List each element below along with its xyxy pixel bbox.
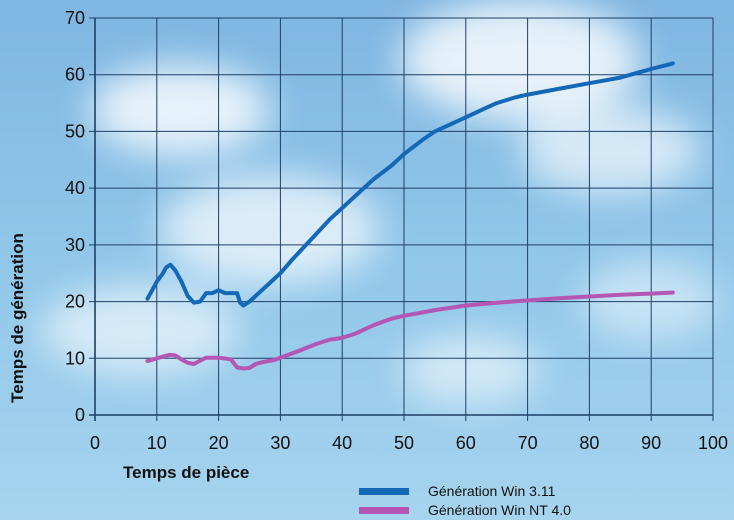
x-tick-label: 90 [641,433,661,453]
y-tick-label: 30 [65,235,85,255]
y-tick-label: 50 [65,121,85,141]
x-tick-label: 100 [698,433,728,453]
y-tick-label: 20 [65,292,85,312]
y-tick-label: 70 [65,8,85,28]
y-axis-title: Temps de génération [8,233,27,403]
x-tick-label: 0 [90,433,100,453]
y-tick-label: 0 [75,405,85,425]
y-tick-label: 40 [65,178,85,198]
cloud-decoration [40,0,720,405]
series-layer [145,61,675,371]
axes: 0 10 20 30 40 50 60 70 80 90 100 0 10 20 30 40 50 60 70 [65,8,728,453]
series-line-win311 [145,61,675,308]
x-axis-title: Temps de pièce [123,463,249,482]
x-tick-label: 40 [332,433,352,453]
legend-label-win311: Génération Win 3.11 [428,483,556,499]
y-tick-label: 60 [65,65,85,85]
x-tick-label: 20 [209,433,229,453]
x-tick-label: 70 [518,433,538,453]
x-tick-label: 30 [270,433,290,453]
legend: Génération Win 3.11 Génération Win NT 4.… [359,483,571,518]
legend-label-winnt4: Génération Win NT 4.0 [428,502,571,518]
legend-swatch-win311 [359,488,409,495]
y-tick-label: 10 [65,348,85,368]
legend-swatch-winnt4 [359,507,409,514]
series-line-winnt4 [145,290,675,371]
x-tick-label: 60 [456,433,476,453]
x-tick-label: 10 [147,433,167,453]
x-tick-label: 50 [394,433,414,453]
x-tick-label: 80 [579,433,599,453]
